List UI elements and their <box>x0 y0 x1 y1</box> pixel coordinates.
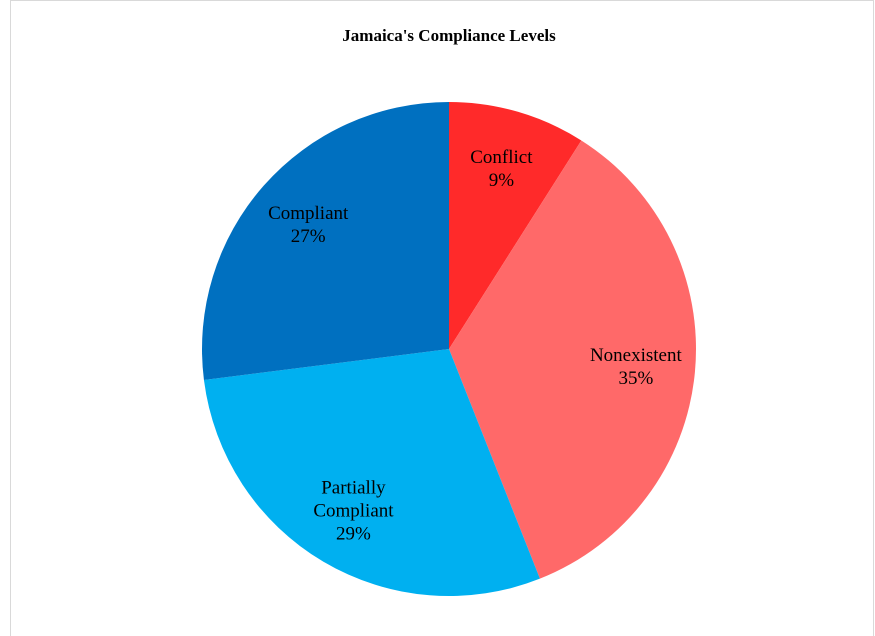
category-label: Partially Compliant <box>313 477 394 522</box>
slice-label: Compliant 27% <box>252 202 364 248</box>
slice-label: Partially Compliant 29% <box>297 476 409 545</box>
category-label: Nonexistent <box>589 344 682 366</box>
value-label: 35% <box>618 367 654 389</box>
value-label: 27% <box>290 225 326 247</box>
pie-slice <box>449 102 582 349</box>
category-label: Conflict <box>470 146 533 168</box>
chart-title: Jamaica's Compliance Levels <box>342 26 556 45</box>
category-label: Compliant <box>268 202 349 224</box>
slice-label: Conflict 9% <box>445 146 557 192</box>
value-label: 9% <box>488 169 515 191</box>
slice-label: Nonexistent 35% <box>580 344 692 390</box>
pie-slice <box>201 102 449 380</box>
pie-slice <box>203 349 540 597</box>
pie-slice <box>449 140 697 579</box>
value-label: 29% <box>336 523 371 545</box>
